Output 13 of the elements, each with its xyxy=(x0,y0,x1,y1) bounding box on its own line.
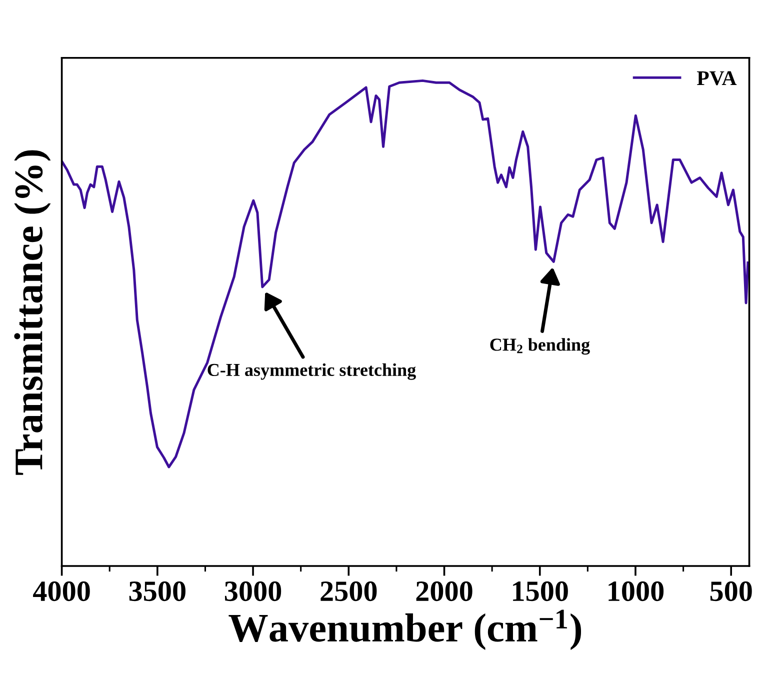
x-tick-label: 3500 xyxy=(129,581,186,602)
x-tick-label: 2500 xyxy=(320,581,377,602)
x-tick-label: 4000 xyxy=(33,581,90,602)
annotation: CH$_{2}$ bending xyxy=(490,338,590,355)
x-tick-label: 1500 xyxy=(513,581,568,602)
x-tick-label: 500 xyxy=(710,581,752,602)
x-axis-title: Wavenumber (cm$^{−1}$) xyxy=(228,610,582,650)
legend-label: PVA xyxy=(696,71,737,86)
x-tick-label: 2000 xyxy=(416,581,472,602)
x-tick-label: 3000 xyxy=(224,581,282,602)
y-axis-title: Transmittance (%) xyxy=(14,150,51,475)
x-tick-label: 1000 xyxy=(608,581,664,602)
annotation: C-H asymmetric stretching xyxy=(208,363,416,380)
